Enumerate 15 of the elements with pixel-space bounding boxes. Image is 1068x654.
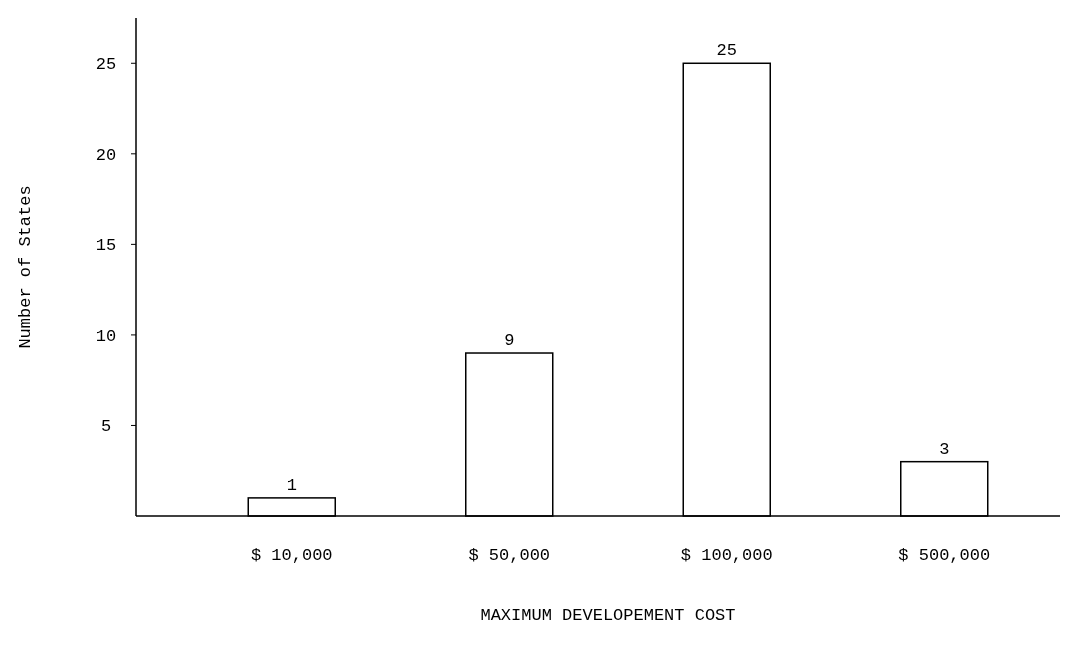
y-tick-label: 10 xyxy=(95,326,117,346)
y-tick-label: 15 xyxy=(95,236,117,256)
x-tick-label: $ 10,000 xyxy=(250,546,333,565)
x-tick-label: $ 100,000 xyxy=(680,546,773,565)
x-tick-label: $ 500,000 xyxy=(898,546,991,565)
data-label: 25 xyxy=(716,41,737,61)
y-tick-label: 5 xyxy=(100,417,112,437)
y-tick-label: 25 xyxy=(95,55,117,75)
x-tick-label: $ 50,000 xyxy=(468,546,551,565)
data-label: 3 xyxy=(939,439,950,459)
x-axis-title: MAXIMUM DEVELOPEMENT COST xyxy=(480,606,736,625)
y-tick-label: 20 xyxy=(95,145,117,165)
data-label: 1 xyxy=(286,475,297,495)
y-axis-title: Number of States xyxy=(16,185,35,349)
data-label: 9 xyxy=(504,331,515,351)
